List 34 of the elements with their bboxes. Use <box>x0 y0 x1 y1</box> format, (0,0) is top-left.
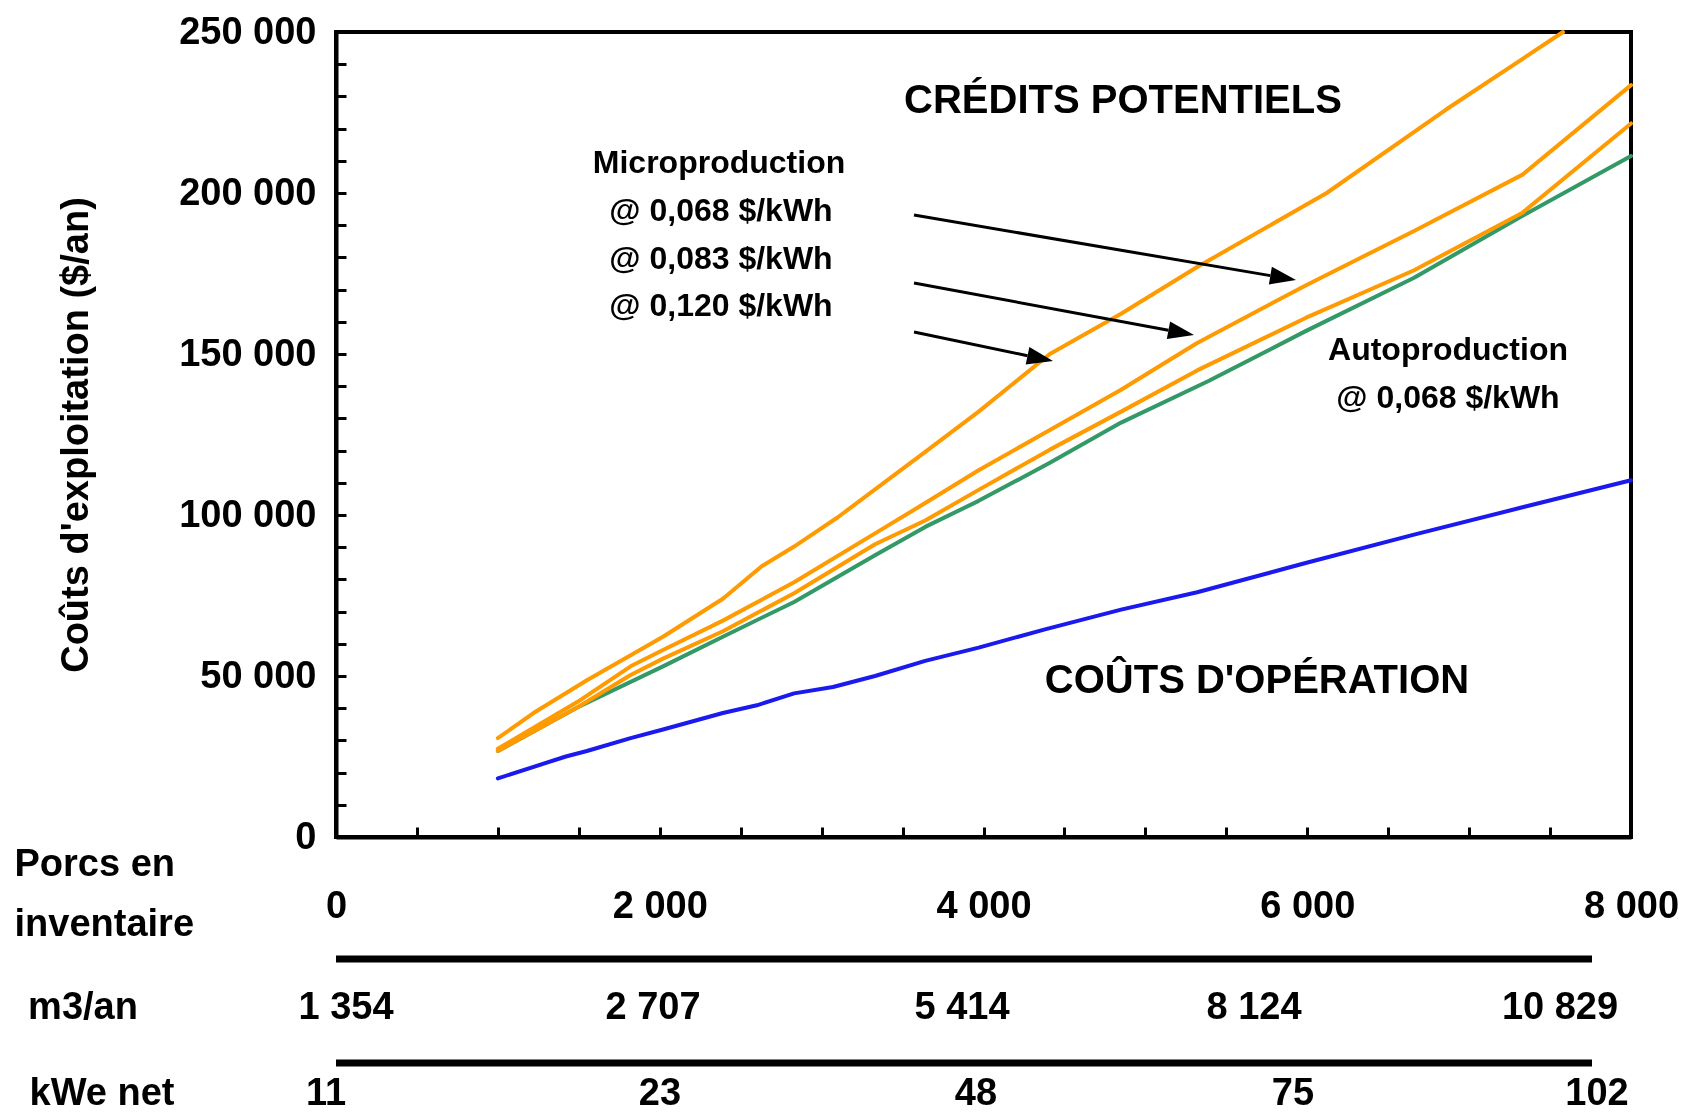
y-tick-label: 200 000 <box>179 170 317 213</box>
text: m3/an <box>28 985 138 1027</box>
y-tick-label: 100 000 <box>179 492 317 535</box>
line-series <box>495 478 1633 781</box>
annotation: Autoproduction <box>1328 331 1568 367</box>
y-axis-title: Coûts d'exploitation ($/an) <box>53 197 96 673</box>
annotation: @ 0,068 $/kWh <box>609 192 833 228</box>
x-tick-label: 4 000 <box>936 883 1032 926</box>
y-tick-label: 250 000 <box>179 9 317 52</box>
annotation: CRÉDITS POTENTIELS <box>904 77 1342 121</box>
text: 8 124 <box>1206 985 1302 1027</box>
annotation: Microproduction <box>592 144 846 180</box>
text: 75 <box>1271 1071 1315 1113</box>
y-tick-label: 150 000 <box>179 331 317 374</box>
x-tick-label: 6 000 <box>1260 883 1356 926</box>
y-tick-label: 50 000 <box>200 653 317 696</box>
annotation: @ 0,068 $/kWh <box>1336 379 1560 415</box>
text: kWe net <box>29 1071 175 1113</box>
text: 5 414 <box>914 985 1010 1027</box>
x-tick-label: 8 000 <box>1583 883 1680 926</box>
x-tick-label: 0 <box>325 883 348 926</box>
annotation: @ 0,120 $/kWh <box>609 287 833 323</box>
y-tick-label: 0 <box>295 814 317 857</box>
annotation: COÛTS D'OPÉRATION <box>1044 656 1470 701</box>
text: 10 829 <box>1501 985 1619 1027</box>
annotation: @ 0,083 $/kWh <box>609 240 833 276</box>
text: 2 707 <box>605 985 701 1027</box>
text: 102 <box>1565 1071 1629 1113</box>
x-axis-title: Porcs en inventaire <box>14 841 195 944</box>
text: 1 354 <box>298 985 394 1027</box>
text: 11 <box>305 1071 347 1113</box>
x-tick-label: 2 000 <box>612 883 708 926</box>
text: 23 <box>638 1071 682 1113</box>
text: 48 <box>954 1071 998 1113</box>
